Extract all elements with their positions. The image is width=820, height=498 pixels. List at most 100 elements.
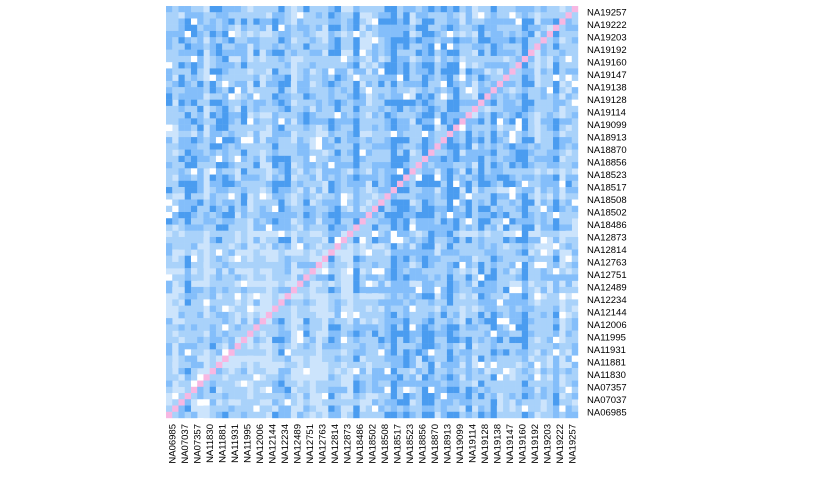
- heatmap-cell: [240, 386, 248, 394]
- heatmap-cell: [234, 368, 242, 375]
- heatmap-cell: [490, 18, 498, 25]
- heatmap-cell: [384, 187, 391, 194]
- heatmap-cell: [403, 118, 410, 125]
- heatmap-cell: [490, 55, 498, 63]
- heatmap-cell: [178, 405, 185, 412]
- heatmap-cell: [222, 162, 229, 169]
- heatmap-cell: [222, 280, 229, 288]
- heatmap-cell: [222, 93, 229, 100]
- heatmap-cell: [465, 105, 473, 113]
- heatmap-cell: [184, 12, 192, 19]
- heatmap-cell: [209, 361, 217, 369]
- heatmap-cell: [478, 30, 485, 38]
- heatmap-cell: [328, 87, 335, 94]
- heatmap-cell: [359, 224, 366, 231]
- heatmap-cell: [365, 336, 373, 344]
- heatmap-cell: [428, 74, 435, 82]
- heatmap-cell: [303, 118, 310, 125]
- heatmap-cell: [215, 137, 223, 144]
- heatmap-cell: [509, 55, 516, 63]
- heatmap-cell: [309, 87, 317, 94]
- heatmap-cell: [303, 336, 310, 344]
- heatmap-cell: [184, 368, 192, 375]
- heatmap-cell: [509, 261, 516, 269]
- diagonal-cell: [565, 12, 572, 19]
- heatmap-cell: [203, 130, 210, 138]
- heatmap-cell: [453, 224, 460, 231]
- heatmap-cell: [528, 199, 535, 206]
- heatmap-cell: [509, 130, 516, 138]
- heatmap-cell: [484, 380, 491, 387]
- heatmap-cell: [540, 336, 547, 344]
- heatmap-cell: [166, 143, 173, 150]
- heatmap-cell: [565, 130, 572, 138]
- heatmap-cell: [378, 137, 385, 144]
- heatmap-cell: [528, 286, 535, 294]
- heatmap-cell: [334, 286, 341, 294]
- heatmap-cell: [222, 62, 229, 69]
- heatmap-cell: [384, 293, 391, 300]
- heatmap-cell: [453, 305, 460, 313]
- heatmap-cell: [540, 368, 547, 375]
- heatmap-cell: [396, 230, 404, 238]
- heatmap-cell: [234, 305, 242, 313]
- heatmap-cell: [253, 224, 260, 231]
- heatmap-cell: [415, 230, 423, 238]
- heatmap-cell: [353, 187, 360, 194]
- heatmap-cell: [515, 299, 523, 306]
- heatmap-cell: [328, 143, 335, 150]
- heatmap-cell: [503, 411, 510, 419]
- heatmap-cell: [290, 411, 298, 419]
- heatmap-cell: [303, 137, 310, 144]
- heatmap-cell: [278, 218, 285, 225]
- heatmap-cell: [503, 380, 510, 387]
- heatmap-cell: [446, 318, 454, 325]
- heatmap-cell: [440, 318, 448, 325]
- heatmap-cell: [465, 37, 473, 44]
- heatmap-cell: [272, 162, 279, 169]
- heatmap-cell: [434, 249, 441, 256]
- heatmap-cell: [278, 199, 285, 206]
- heatmap-cell: [496, 37, 504, 44]
- heatmap-cell: [403, 37, 410, 44]
- heatmap-cell: [184, 405, 192, 412]
- heatmap-cell: [365, 311, 373, 319]
- heatmap-cell: [490, 105, 498, 113]
- heatmap-cell: [265, 330, 273, 338]
- heatmap-cell: [297, 124, 304, 132]
- heatmap-cell: [490, 293, 498, 300]
- heatmap-cell: [209, 24, 217, 32]
- heatmap-cell: [240, 24, 248, 32]
- heatmap-cell: [197, 230, 204, 238]
- heatmap-cell: [340, 37, 348, 44]
- heatmap-cell: [290, 368, 298, 375]
- y-tick-label: NA18508: [587, 195, 627, 206]
- heatmap-cell: [247, 105, 254, 113]
- heatmap-cell: [340, 143, 348, 150]
- heatmap-cell: [278, 261, 285, 269]
- heatmap-cell: [265, 261, 273, 269]
- heatmap-cell: [365, 324, 373, 331]
- heatmap-cell: [247, 411, 254, 419]
- heatmap-cell: [190, 168, 198, 175]
- diagonal-cell: [184, 393, 192, 400]
- heatmap-cell: [453, 299, 460, 306]
- heatmap-cell: [334, 187, 341, 194]
- heatmap-cell: [340, 386, 348, 394]
- heatmap-cell: [303, 349, 310, 356]
- heatmap-cell: [528, 74, 535, 82]
- heatmap-cell: [228, 336, 235, 344]
- heatmap-cell: [465, 336, 473, 344]
- heatmap-cell: [440, 286, 448, 294]
- heatmap-cell: [284, 361, 292, 369]
- heatmap-cell: [515, 330, 523, 338]
- heatmap-cell: [415, 124, 423, 132]
- heatmap-cell: [503, 62, 510, 69]
- heatmap-cell: [222, 12, 229, 19]
- heatmap-cell: [228, 268, 235, 275]
- heatmap-cell: [178, 193, 185, 200]
- heatmap-cell: [315, 411, 323, 419]
- heatmap-cell: [272, 24, 279, 32]
- heatmap-cell: [197, 199, 204, 206]
- heatmap-cell: [197, 74, 204, 82]
